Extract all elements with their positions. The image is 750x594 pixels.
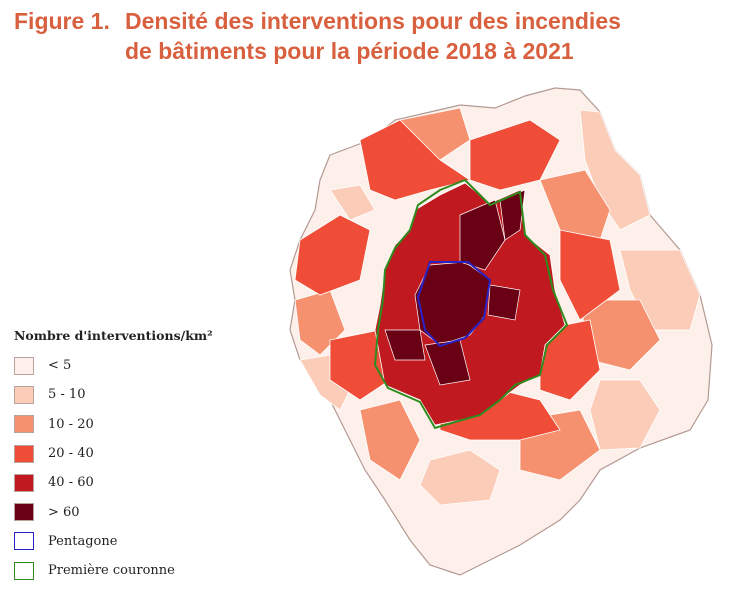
- legend-swatch: [14, 415, 34, 434]
- zone-core-north: [459, 199, 506, 271]
- zone-high-ring-e: [559, 229, 621, 321]
- legend-swatch: [14, 444, 34, 463]
- legend-label: Première couronne: [48, 563, 175, 579]
- zone-core-east: [487, 284, 521, 321]
- map-legend: Nombre d'interventions/km² < 5 5 - 10 10…: [14, 328, 213, 585]
- zone-core-west: [384, 329, 426, 361]
- legend-swatch: [14, 385, 34, 404]
- premiere-couronne-boundary: [373, 178, 569, 430]
- legend-label: 20 - 40: [48, 446, 94, 462]
- legend-item-premiere-couronne: Première couronne: [14, 556, 213, 585]
- legend-item-lt-5: < 5: [14, 351, 213, 380]
- legend-swatch: [14, 473, 34, 492]
- zone-mid-ne: [539, 169, 611, 241]
- zone-light-se: [589, 379, 661, 451]
- zones-over-60: [384, 189, 526, 386]
- legend-label: 10 - 20: [48, 416, 94, 432]
- zone-core-south: [424, 339, 471, 386]
- legend-label: > 60: [48, 504, 80, 520]
- zone-high-ring-w: [294, 214, 371, 296]
- legend-item-gt-60: > 60: [14, 497, 213, 526]
- zone-high-ring-ne: [469, 119, 561, 191]
- legend-item-20-40: 20 - 40: [14, 439, 213, 468]
- legend-item-10-20: 10 - 20: [14, 410, 213, 439]
- figure-number: Figure 1.: [14, 8, 110, 34]
- zone-high-ring-se: [539, 319, 601, 401]
- figure-title: Figure 1. Densité des interventions pour …: [14, 6, 621, 66]
- zone-core-centre: [414, 261, 491, 346]
- legend-label: Pentagone: [48, 533, 118, 549]
- legend-item-40-60: 40 - 60: [14, 468, 213, 497]
- title-line-2: de bâtiments pour la période 2018 à 2021: [125, 38, 574, 64]
- legend-item-pentagone: Pentagone: [14, 527, 213, 556]
- zone-light-ne: [579, 109, 651, 231]
- zones-10-20: [294, 107, 661, 481]
- legend-swatch-pentagone: [14, 532, 34, 551]
- legend-label: 5 - 10: [48, 387, 86, 403]
- zones-20-40: [294, 119, 621, 441]
- legend-swatch: [14, 356, 34, 375]
- legend-swatch: [14, 503, 34, 522]
- zone-light-s: [419, 449, 501, 506]
- zone-light-nw: [329, 184, 376, 221]
- legend-label: 40 - 60: [48, 475, 94, 491]
- pentagone-boundary: [416, 261, 492, 348]
- legend-swatch-premiere-couronne: [14, 561, 34, 580]
- legend-title: Nombre d'interventions/km²: [14, 328, 213, 343]
- zone-mid-sw: [359, 399, 421, 481]
- title-line-1: Densité des interventions pour des incen…: [125, 8, 621, 34]
- legend-label: < 5: [48, 358, 72, 374]
- zone-high-ring-sw: [329, 329, 391, 401]
- legend-item-5-10: 5 - 10: [14, 380, 213, 409]
